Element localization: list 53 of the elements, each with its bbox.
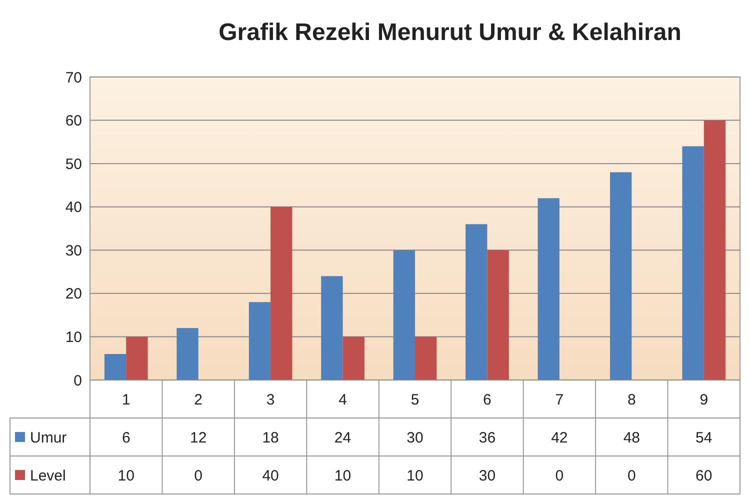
data-label: 0 [627,467,636,484]
y-tick-label: 70 [65,69,82,86]
bar [342,336,364,380]
data-label: 30 [478,467,496,484]
x-tick-label: 9 [700,391,708,408]
x-tick-label: 8 [627,391,636,408]
data-label: 10 [334,467,352,484]
x-tick-label: 3 [266,391,275,408]
bar [487,250,509,380]
x-tick-label: 1 [122,391,130,408]
y-tick-label: 10 [65,328,82,346]
y-tick-label: 20 [65,286,82,303]
bar [176,328,198,380]
y-tick-label: 40 [65,199,82,216]
y-tick-label: 60 [65,112,82,130]
x-tick-label: 6 [483,391,492,408]
bar [321,276,343,380]
bar [466,224,488,380]
data-label: 18 [262,429,279,446]
legend-label: Level [30,467,66,484]
bar [682,146,704,380]
bar [610,172,632,380]
data-label: 42 [551,429,568,446]
data-label: 40 [262,467,279,484]
legend-label: Umur [30,429,67,446]
data-label: 60 [696,467,712,484]
x-tick-label: 7 [555,391,564,408]
data-label: 48 [623,429,640,446]
bar [270,206,292,380]
y-tick-label: 30 [65,242,82,260]
data-label: 10 [406,467,424,484]
data-label: 10 [118,467,134,484]
x-tick-label: 2 [194,391,203,408]
data-label: 0 [555,467,564,484]
data-label: 24 [334,429,352,446]
bar [248,302,271,380]
x-tick-label: 5 [410,391,420,408]
y-tick-label: 0 [74,372,82,390]
data-label: 6 [122,429,130,446]
bar [126,336,148,380]
bar [415,336,437,380]
data-label: 54 [696,429,712,446]
bar [104,354,126,380]
data-label: 12 [190,429,207,446]
chart-title: Grafik Rezeki Menurut Umur & Kelahiran [218,19,682,46]
x-tick-label: 4 [338,391,347,408]
data-label: 36 [478,429,496,446]
bar [704,120,726,380]
bar [538,198,560,380]
data-label: 30 [406,429,424,446]
y-tick-label: 50 [65,156,82,173]
bar [393,250,415,380]
data-label: 0 [194,467,203,484]
